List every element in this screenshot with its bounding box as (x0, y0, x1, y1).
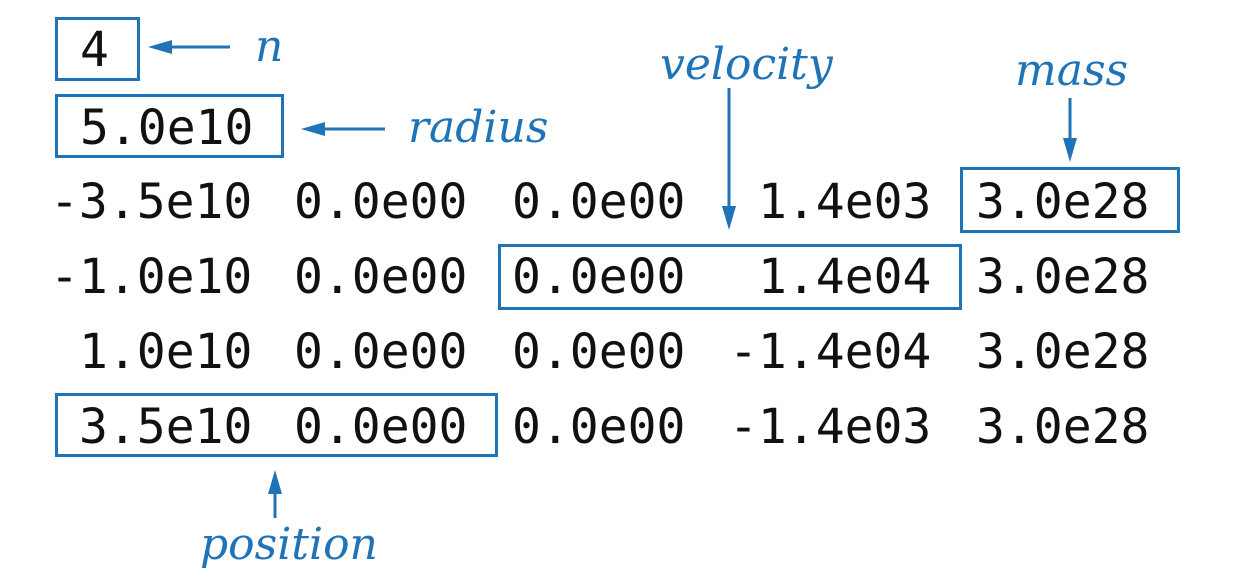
row4-mass: 3.0e28 (976, 399, 1150, 455)
row3-vx: 0.0e00 (512, 324, 686, 380)
row2-x: -1.0e10 (50, 249, 253, 305)
row1-mass: 3.0e28 (976, 174, 1150, 230)
row2-mass: 3.0e28 (976, 249, 1150, 305)
row2-y: 0.0e00 (294, 249, 468, 305)
velocity-arrow-icon (722, 88, 736, 230)
row4-vy: -1.4e03 (729, 399, 932, 455)
position-label: position (200, 519, 378, 570)
radius-highlight-box (55, 94, 284, 158)
position-highlight-box (55, 393, 498, 457)
radius-value: 5.0e10 (80, 100, 254, 156)
mass-arrow-icon (1063, 98, 1077, 162)
n-arrow-icon (148, 40, 230, 54)
row4-x: 3.5e10 (79, 399, 253, 455)
n-value: 4 (80, 22, 109, 78)
row4-vx: 0.0e00 (512, 399, 686, 455)
row1-y: 0.0e00 (294, 174, 468, 230)
velocity-label: velocity (660, 39, 833, 90)
mass-label: mass (1015, 45, 1129, 96)
row4-y: 0.0e00 (294, 399, 468, 455)
radius-arrow-icon (301, 122, 385, 136)
row3-x: 1.0e10 (79, 324, 253, 380)
n-highlight-box (55, 17, 140, 81)
row2-vx: 0.0e00 (512, 249, 686, 305)
row3-y: 0.0e00 (294, 324, 468, 380)
velocity-highlight-box (498, 244, 962, 310)
row1-x: -3.5e10 (50, 174, 253, 230)
row2-vy: 1.4e04 (758, 249, 932, 305)
row3-mass: 3.0e28 (976, 324, 1150, 380)
n-label: n (255, 21, 284, 72)
position-arrow-icon (268, 470, 282, 518)
radius-label: radius (408, 102, 549, 153)
mass-highlight-box (960, 167, 1180, 233)
row3-vy: -1.4e04 (729, 324, 932, 380)
row1-vy: 1.4e03 (758, 174, 932, 230)
row1-vx: 0.0e00 (512, 174, 686, 230)
